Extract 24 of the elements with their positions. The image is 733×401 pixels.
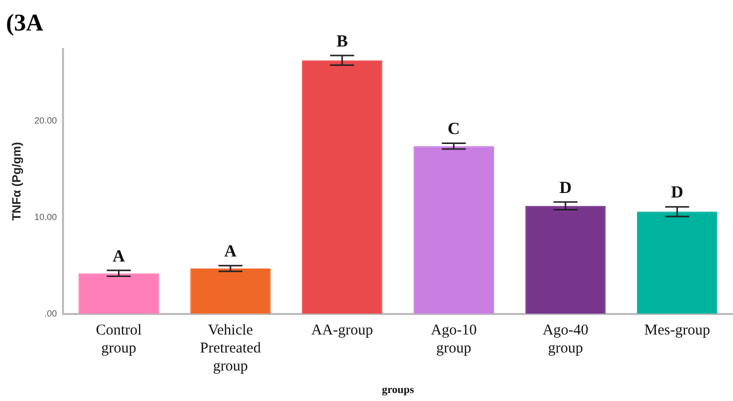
annotation: B <box>336 31 348 50</box>
annotation: D <box>671 182 684 202</box>
annotation: C <box>448 119 460 138</box>
x-tick-label: Mes-group <box>644 322 710 339</box>
bar <box>190 268 271 314</box>
annotation: A <box>224 242 238 261</box>
x-axis-title: groups <box>382 384 415 396</box>
y-tick-label: 10.00 <box>34 212 57 222</box>
x-tick-label: Ago-40 group <box>542 322 588 357</box>
y-tick-label: .00 <box>44 308 57 318</box>
bar <box>302 60 382 314</box>
bar <box>78 273 159 314</box>
bar <box>525 206 606 314</box>
x-tick-label: Control group <box>96 322 142 357</box>
y-axis-title: TNFα (Pg/gm) <box>10 142 24 221</box>
bar <box>636 212 718 314</box>
chart-title: (3A <box>6 10 44 37</box>
x-tick-label: Vehicle Pretreated group <box>200 322 262 375</box>
bar <box>414 146 494 314</box>
x-tick-label: AA-group <box>311 322 373 339</box>
x-tick-label: Ago-10 group <box>430 322 477 357</box>
annotation: D <box>559 178 572 197</box>
y-tick-label: 20.00 <box>34 116 57 126</box>
annotation: A <box>112 246 126 266</box>
